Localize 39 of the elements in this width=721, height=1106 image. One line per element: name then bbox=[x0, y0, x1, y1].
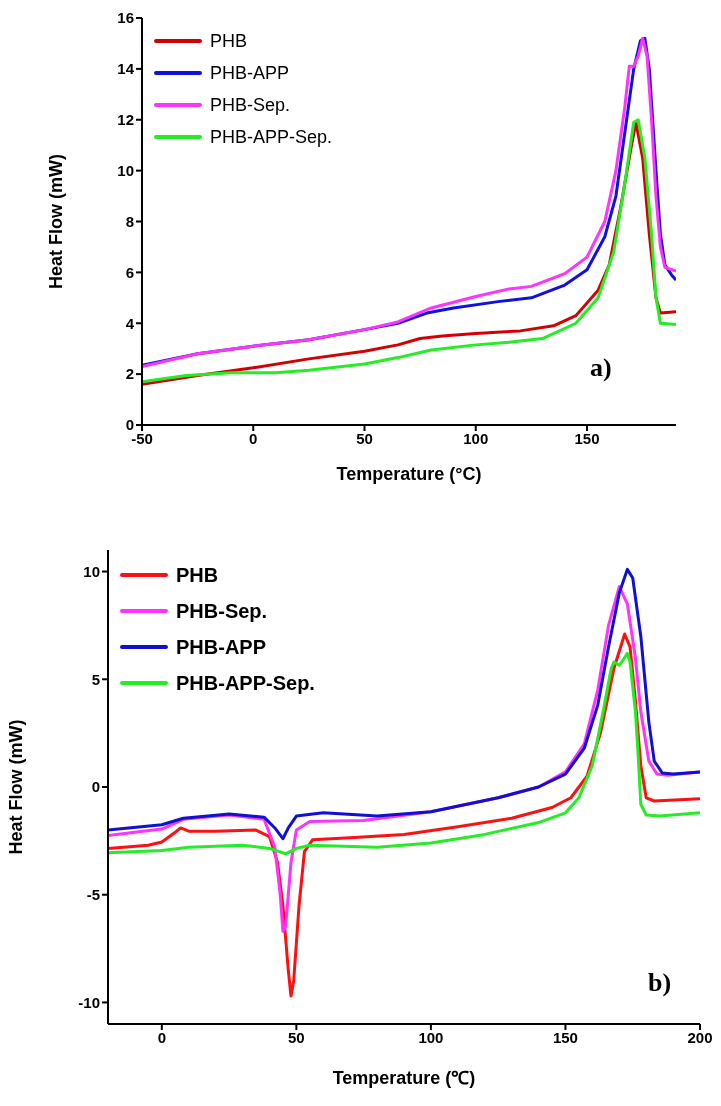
y-tick-label: 6 bbox=[125, 263, 134, 281]
y-tick-label: 2 bbox=[125, 365, 134, 383]
legend-label: PHB-Sep. bbox=[176, 599, 268, 623]
x-axis-title: Temperature (℃) bbox=[332, 1068, 476, 1088]
y-tick-label: 10 bbox=[83, 562, 100, 580]
line-series bbox=[108, 567, 700, 841]
y-tick-label: 10 bbox=[117, 161, 134, 179]
legend-label: PHB bbox=[210, 30, 248, 52]
y-tick-label: 4 bbox=[125, 314, 135, 332]
y-tick-label: -10 bbox=[78, 993, 100, 1011]
x-tick-label: 0 bbox=[249, 429, 258, 447]
y-tick-label: -5 bbox=[86, 886, 100, 904]
y-tick-label: 5 bbox=[91, 670, 100, 688]
x-tick-label: 150 bbox=[552, 1028, 578, 1046]
legend-label: PHB-APP-Sep. bbox=[176, 671, 315, 695]
x-axis-title: Temperature (°C) bbox=[336, 464, 482, 484]
legend-label: PHB-APP bbox=[210, 62, 290, 84]
x-tick-label: 100 bbox=[418, 1028, 444, 1046]
x-tick-label: 50 bbox=[356, 429, 373, 447]
annotation: b) bbox=[648, 968, 672, 998]
x-tick-label: 0 bbox=[157, 1028, 166, 1046]
annotation: a) bbox=[590, 353, 612, 383]
y-axis-title: Heat Flow (mW) bbox=[46, 154, 67, 289]
legend-label: PHB-APP bbox=[176, 635, 267, 659]
legend-label: PHB-APP-Sep. bbox=[210, 126, 333, 148]
x-tick-label: 150 bbox=[574, 429, 600, 447]
y-tick-label: 12 bbox=[117, 111, 134, 129]
y-tick-label: 0 bbox=[91, 778, 100, 796]
legend-label: PHB bbox=[176, 563, 219, 587]
x-tick-label: 200 bbox=[687, 1028, 713, 1046]
y-tick-label: 16 bbox=[117, 9, 134, 27]
x-tick-label: -50 bbox=[131, 429, 153, 447]
legend-label: PHB-Sep. bbox=[210, 94, 291, 116]
x-tick-label: 100 bbox=[463, 429, 489, 447]
x-tick-label: 50 bbox=[288, 1028, 305, 1046]
y-tick-label: 0 bbox=[125, 416, 134, 434]
y-tick-label: 8 bbox=[125, 212, 134, 230]
y-tick-label: 14 bbox=[117, 60, 135, 78]
y-axis-title: Heat Flow (mW) bbox=[6, 719, 27, 855]
